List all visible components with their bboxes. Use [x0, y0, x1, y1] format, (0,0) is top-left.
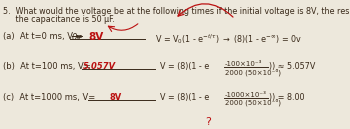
Text: 2000 (50×10⁻⁶): 2000 (50×10⁻⁶)	[225, 68, 281, 75]
Text: V = V$_0$(1 - e$^{-t/\tau}$) $\rightarrow$ (8)(1 - e$^{-\infty}$) = 0v: V = V$_0$(1 - e$^{-t/\tau}$) $\rightarro…	[155, 32, 302, 46]
Text: 5.057V: 5.057V	[83, 62, 116, 71]
Text: -1000×10⁻³: -1000×10⁻³	[225, 92, 267, 98]
Text: -100×10⁻³: -100×10⁻³	[225, 61, 262, 67]
Text: 5.  What would the voltage be at the following times if the initial voltage is 8: 5. What would the voltage be at the foll…	[3, 7, 350, 16]
Text: 8V: 8V	[110, 93, 122, 102]
Text: (a)  At t=0 ms, V =: (a) At t=0 ms, V =	[3, 32, 85, 41]
Text: 2000 (50×10⁻⁶): 2000 (50×10⁻⁶)	[225, 99, 281, 107]
Text: 0v: 0v	[72, 33, 82, 42]
Text: )) = 8.00: )) = 8.00	[269, 93, 304, 102]
Text: V = (8)(1 - e: V = (8)(1 - e	[160, 93, 209, 102]
Text: ?: ?	[205, 117, 211, 127]
Text: )) ≈ 5.057V: )) ≈ 5.057V	[269, 62, 315, 71]
Text: the capacitance is 50 μF.: the capacitance is 50 μF.	[3, 15, 115, 24]
Text: V = (8)(1 - e: V = (8)(1 - e	[160, 62, 209, 71]
Text: (b)  At t=100 ms, V=: (b) At t=100 ms, V=	[3, 62, 93, 71]
Text: (c)  At t=1000 ms, V=: (c) At t=1000 ms, V=	[3, 93, 98, 102]
Text: 8V: 8V	[88, 32, 103, 42]
